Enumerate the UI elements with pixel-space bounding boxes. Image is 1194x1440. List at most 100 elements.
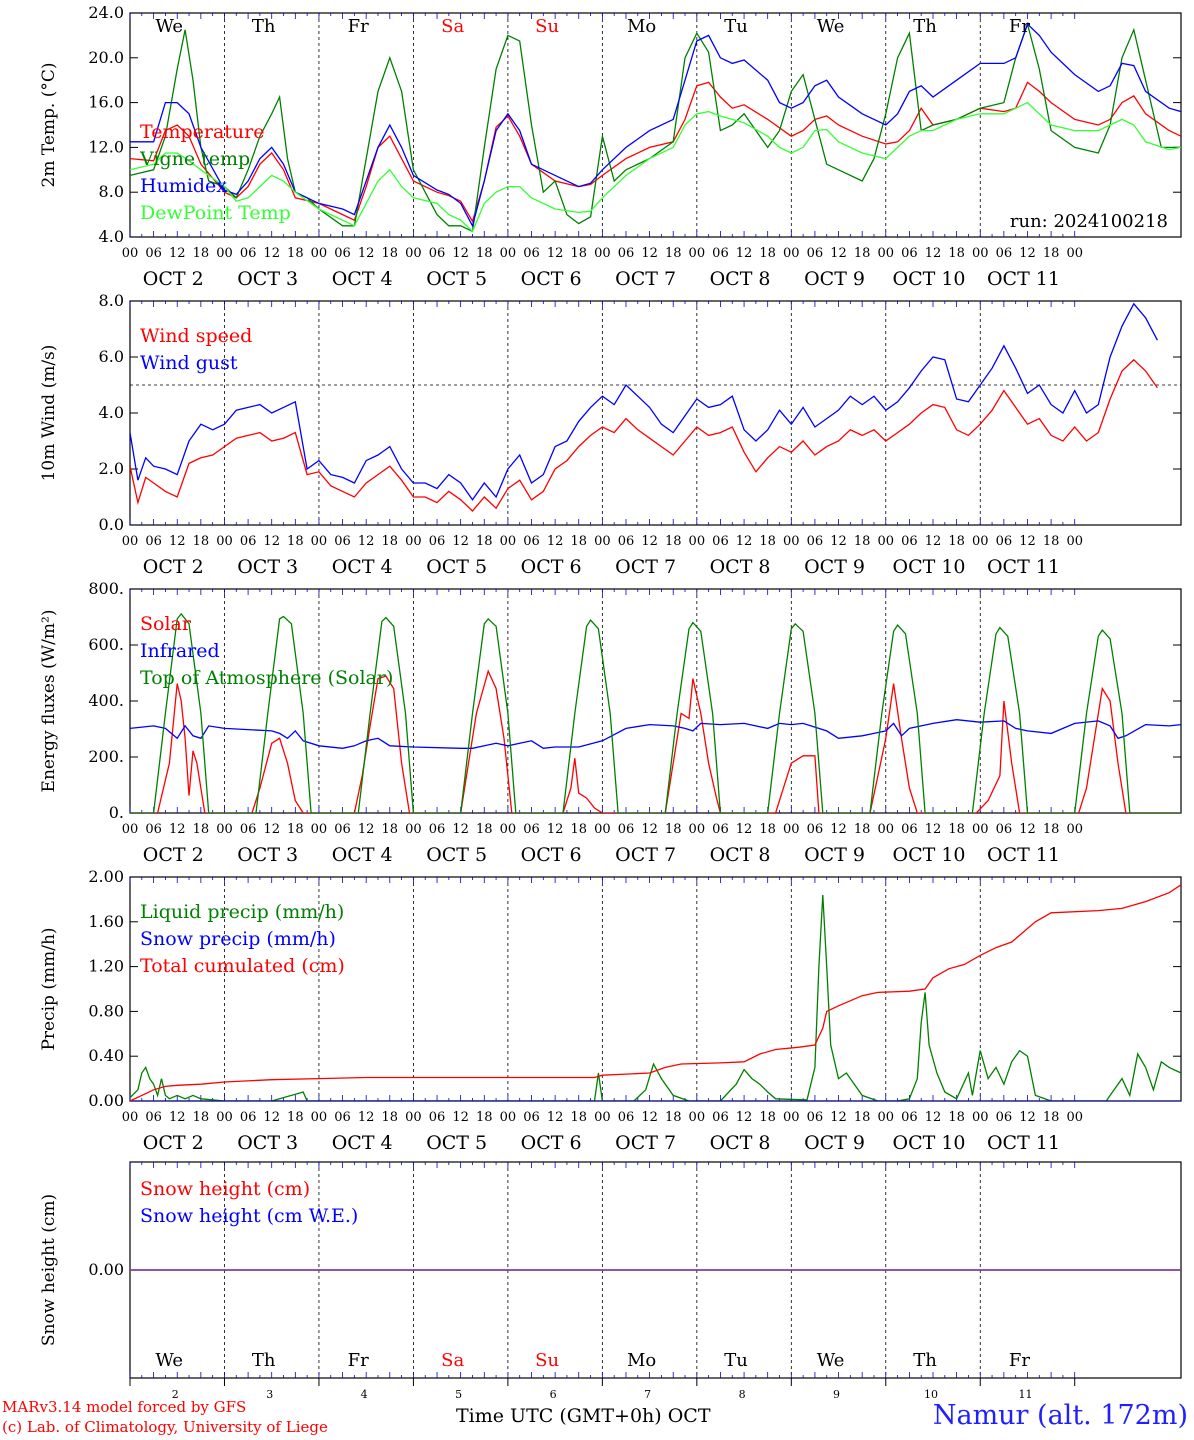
legend-entry: Snow height (cm) — [140, 1178, 310, 1200]
hour-tick-label: 06 — [240, 822, 257, 837]
date-label: OCT 5 — [426, 844, 487, 866]
hour-tick-label: 06 — [901, 246, 918, 261]
date-label: OCT 2 — [143, 556, 204, 578]
hour-tick-label: 00 — [972, 246, 989, 261]
hour-tick-label: 00 — [216, 822, 233, 837]
weekday-label: Tu — [724, 16, 748, 37]
date-label: OCT 9 — [804, 844, 865, 866]
panel-1 — [129, 12, 1182, 238]
date-label: OCT 9 — [804, 268, 865, 290]
date-label: OCT 3 — [237, 556, 298, 578]
hour-tick-label: 18 — [665, 246, 682, 261]
hour-tick-label: 18 — [193, 534, 210, 549]
hour-tick-label: 06 — [429, 822, 446, 837]
hour-tick-label: 06 — [807, 534, 824, 549]
weekday-label: We — [155, 16, 183, 37]
hour-tick-label: 06 — [712, 1110, 729, 1125]
hour-tick-label: 06 — [240, 246, 257, 261]
day-number-label: 5 — [455, 1388, 462, 1401]
y-tick-label: 200. — [88, 747, 124, 766]
day-number-label: 7 — [644, 1388, 651, 1401]
hour-tick-label: 18 — [382, 246, 399, 261]
weekday-label: Th — [252, 16, 276, 37]
hour-tick-label: 06 — [712, 534, 729, 549]
legend-entry: Humidex — [140, 175, 227, 197]
hour-tick-label: 12 — [263, 822, 280, 837]
y-tick-label: 24.0 — [88, 3, 124, 22]
hour-tick-label: 18 — [1043, 1110, 1060, 1125]
y-tick-label: 2.0 — [99, 459, 124, 478]
hour-tick-label: 00 — [878, 246, 895, 261]
hour-tick-label: 18 — [948, 822, 965, 837]
run-annotation: run: 2024100218 — [1010, 211, 1168, 232]
hour-tick-label: 12 — [358, 822, 375, 837]
y-tick-label: 0. — [109, 803, 124, 822]
hour-tick-label: 18 — [570, 534, 587, 549]
hour-tick-label: 12 — [641, 822, 658, 837]
weekday-label: Th — [252, 1350, 276, 1371]
hour-tick-label: 12 — [830, 1110, 847, 1125]
date-label: OCT 2 — [143, 844, 204, 866]
hour-tick-label: 00 — [311, 534, 328, 549]
hour-tick-label: 18 — [759, 534, 776, 549]
date-label: OCT 7 — [615, 844, 676, 866]
date-label: OCT 8 — [710, 556, 771, 578]
hour-tick-label: 06 — [618, 246, 635, 261]
panel-frame — [129, 12, 1182, 238]
weekday-label: Su — [535, 1350, 559, 1371]
date-label: OCT 5 — [426, 268, 487, 290]
hour-tick-label: 18 — [1043, 534, 1060, 549]
series-line — [130, 81, 1181, 223]
hour-tick-label: 12 — [452, 822, 469, 837]
legend-entry: Solar — [140, 613, 192, 635]
legend-entry: Snow precip (mm/h) — [140, 928, 336, 950]
date-label: OCT 7 — [615, 1132, 676, 1154]
hour-tick-label: 00 — [216, 246, 233, 261]
y-tick-label: 0.00 — [88, 1091, 124, 1110]
date-label: OCT 8 — [710, 1132, 771, 1154]
day-number-label: 11 — [1018, 1388, 1032, 1401]
panel-5 — [129, 1161, 1182, 1386]
panel-4 — [129, 876, 1182, 1102]
hour-tick-label: 18 — [1043, 246, 1060, 261]
legend-entry: Vigne temp — [139, 148, 250, 170]
model-credit-line: MARv3.14 model forced by GFS — [2, 1398, 247, 1416]
date-label: OCT 4 — [332, 1132, 393, 1154]
hour-tick-label: 00 — [122, 246, 139, 261]
hour-tick-label: 00 — [311, 822, 328, 837]
y-axis-title: 10m Wind (m/s) — [39, 345, 59, 482]
hour-tick-label: 06 — [523, 822, 540, 837]
weekday-label: Th — [913, 16, 937, 37]
hour-tick-label: 00 — [594, 1110, 611, 1125]
series-line — [130, 884, 1181, 1101]
hour-tick-label: 06 — [712, 246, 729, 261]
panel-3 — [129, 588, 1182, 814]
date-label: OCT 6 — [521, 268, 582, 290]
hour-tick-label: 00 — [311, 246, 328, 261]
hour-tick-label: 18 — [854, 822, 871, 837]
hour-tick-label: 06 — [618, 1110, 635, 1125]
hour-tick-label: 06 — [145, 534, 162, 549]
hour-tick-label: 12 — [547, 246, 564, 261]
series-line — [130, 302, 1158, 501]
hour-tick-label: 06 — [996, 822, 1013, 837]
hour-tick-label: 06 — [240, 1110, 257, 1125]
hour-tick-label: 00 — [878, 1110, 895, 1125]
hour-tick-label: 12 — [925, 534, 942, 549]
hour-tick-label: 12 — [925, 822, 942, 837]
hour-tick-label: 00 — [689, 1110, 706, 1125]
hour-tick-label: 12 — [641, 1110, 658, 1125]
hour-tick-label: 06 — [807, 246, 824, 261]
hour-tick-label: 00 — [500, 822, 517, 837]
legend-entry: Temperature — [140, 121, 264, 143]
y-tick-label: 800. — [88, 579, 124, 598]
day-number-label: 9 — [833, 1388, 840, 1401]
hour-tick-label: 18 — [193, 246, 210, 261]
hour-tick-label: 12 — [736, 246, 753, 261]
panel-frame — [129, 300, 1182, 526]
date-label: OCT 11 — [987, 268, 1060, 290]
hour-tick-label: 00 — [594, 534, 611, 549]
date-label: OCT 10 — [893, 844, 966, 866]
hour-tick-label: 00 — [405, 246, 422, 261]
